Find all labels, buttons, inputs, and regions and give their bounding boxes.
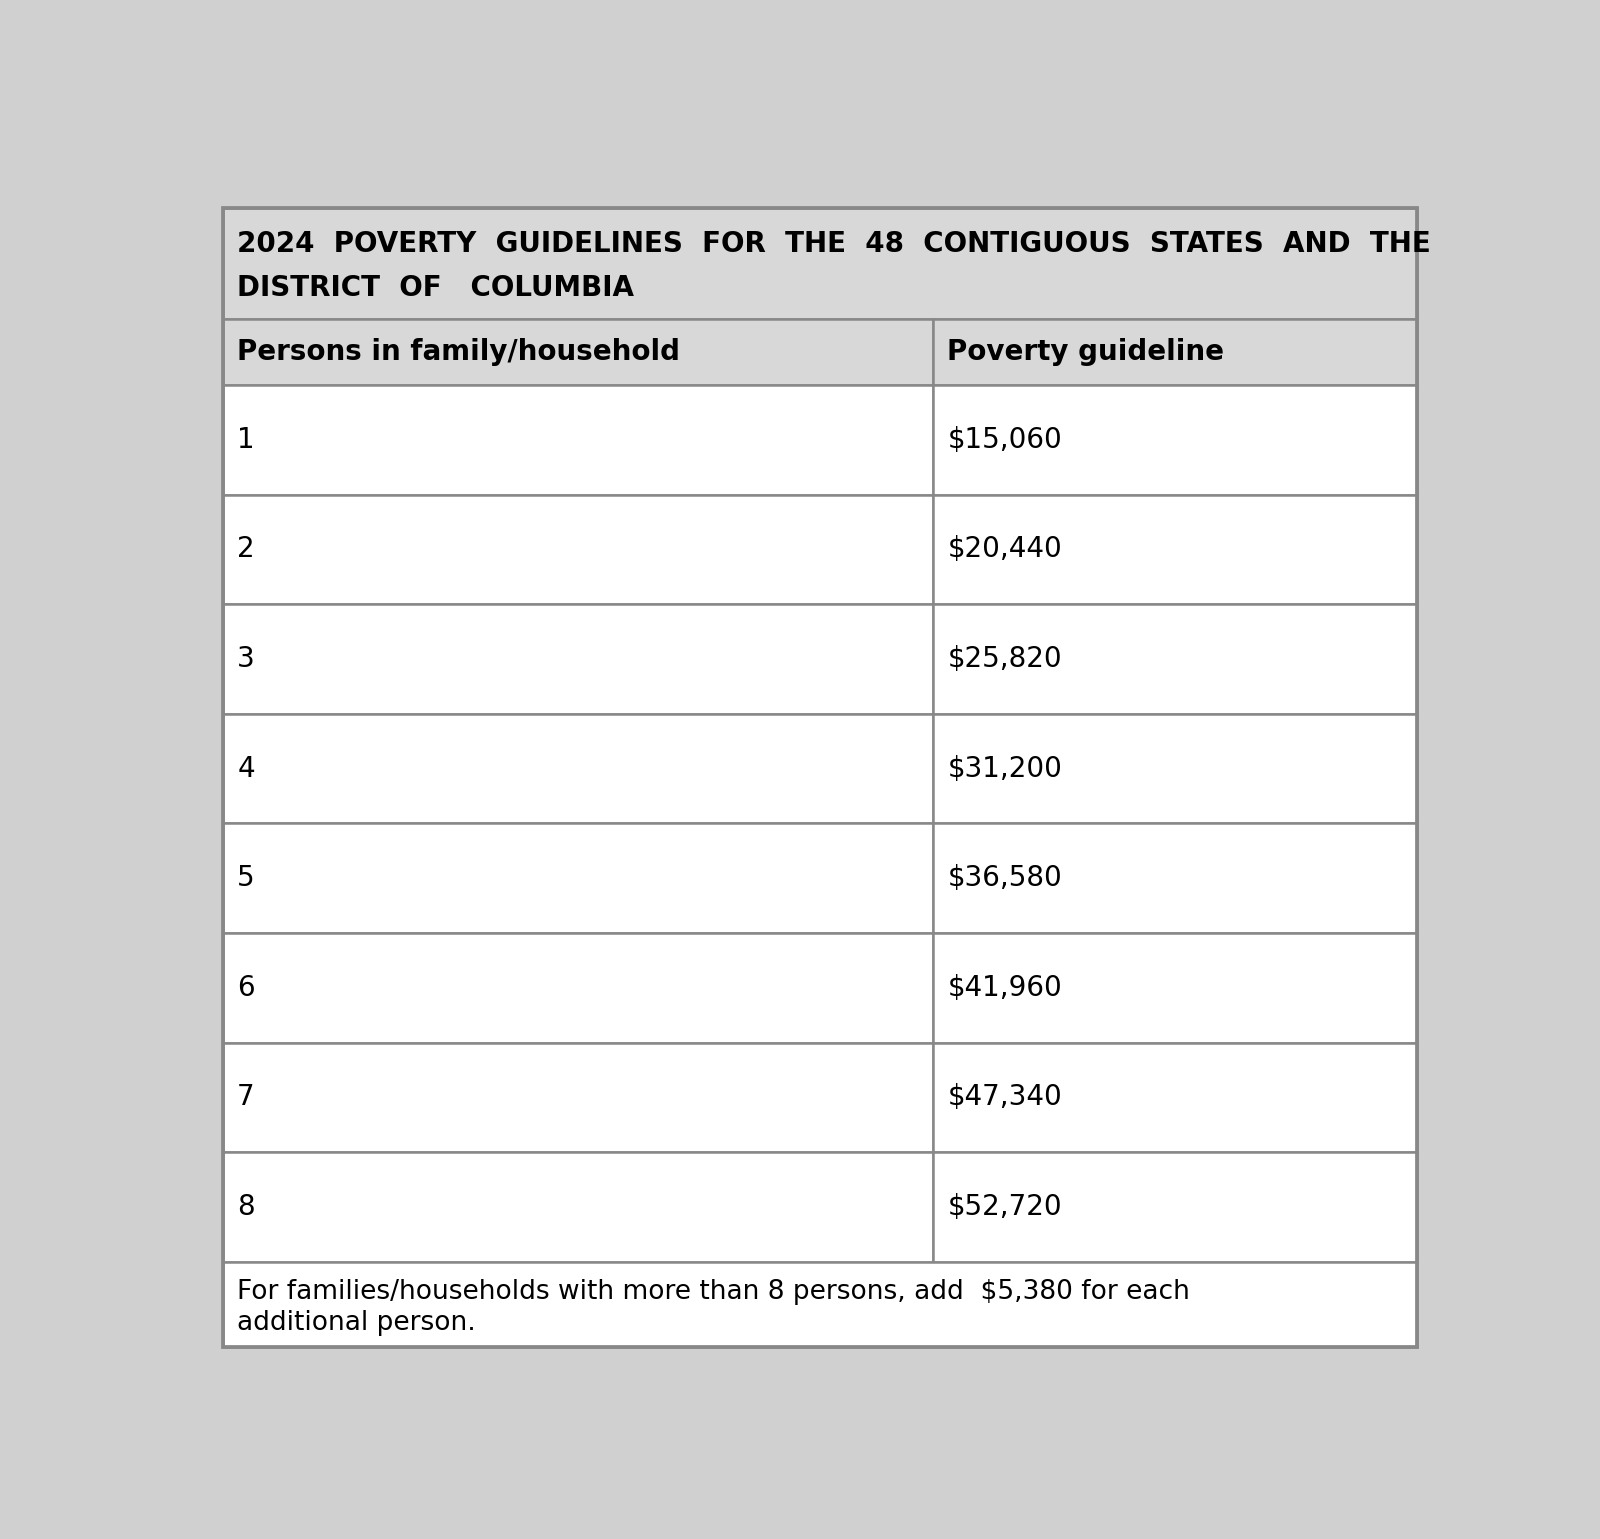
Bar [933, 714, 1416, 823]
Text: 8: 8 [237, 1193, 254, 1220]
Bar [224, 823, 933, 933]
Bar [224, 1153, 933, 1262]
Text: DISTRICT  OF   COLUMBIA: DISTRICT OF COLUMBIA [237, 274, 634, 302]
Bar [224, 714, 933, 823]
Bar [224, 1042, 933, 1153]
Text: Poverty guideline: Poverty guideline [947, 339, 1224, 366]
Text: 7: 7 [237, 1083, 254, 1111]
Bar [224, 385, 933, 494]
Text: For families/households with more than 8 persons, add  $5,380 for each: For families/households with more than 8… [237, 1279, 1190, 1305]
Bar [224, 320, 933, 385]
Text: 2024  POVERTY  GUIDELINES  FOR  THE  48  CONTIGUOUS  STATES  AND  THE: 2024 POVERTY GUIDELINES FOR THE 48 CONTI… [237, 229, 1430, 257]
Bar [224, 1262, 1416, 1347]
Text: $41,960: $41,960 [947, 974, 1062, 1002]
Text: $47,340: $47,340 [947, 1083, 1062, 1111]
Text: 1: 1 [237, 426, 254, 454]
Bar [933, 933, 1416, 1042]
Text: $15,060: $15,060 [947, 426, 1062, 454]
Text: $36,580: $36,580 [947, 865, 1062, 893]
Text: $20,440: $20,440 [947, 536, 1062, 563]
Text: $31,200: $31,200 [947, 754, 1062, 782]
Bar [933, 1042, 1416, 1153]
Text: $52,720: $52,720 [947, 1193, 1062, 1220]
Text: 2: 2 [237, 536, 254, 563]
Bar [933, 494, 1416, 605]
Bar [933, 605, 1416, 714]
Bar [933, 320, 1416, 385]
Bar [224, 208, 1416, 320]
Bar [933, 1153, 1416, 1262]
Text: Persons in family/household: Persons in family/household [237, 339, 680, 366]
Text: $25,820: $25,820 [947, 645, 1062, 673]
Bar [224, 605, 933, 714]
Text: 4: 4 [237, 754, 254, 782]
Text: additional person.: additional person. [237, 1310, 475, 1336]
Text: 6: 6 [237, 974, 254, 1002]
Bar [224, 494, 933, 605]
Bar [224, 933, 933, 1042]
Text: 5: 5 [237, 865, 254, 893]
Bar [933, 823, 1416, 933]
Bar [933, 385, 1416, 494]
Text: 3: 3 [237, 645, 254, 673]
